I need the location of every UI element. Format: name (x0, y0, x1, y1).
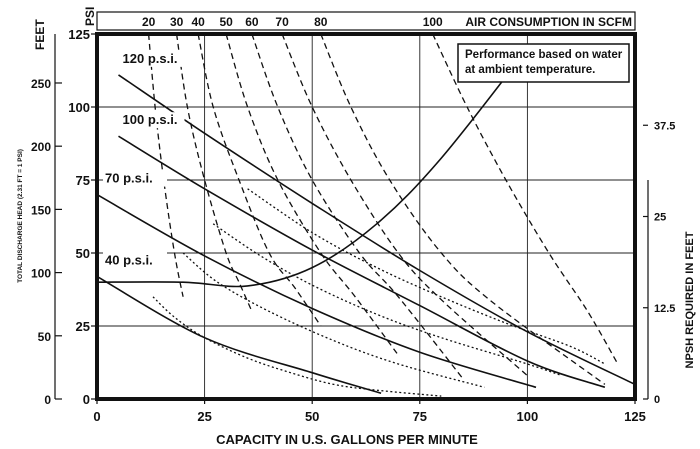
x-tick-label-75: 75 (413, 409, 427, 424)
pressure-label-120-psi: 120 p.s.i. (123, 51, 178, 66)
air-curve-60-scfm (251, 33, 464, 380)
air-curve-70-scfm (281, 33, 528, 377)
air-curve-30-scfm (175, 33, 253, 312)
pressure-label-bg-1 (120, 112, 185, 129)
note-line-2: at ambient temperature. (465, 64, 595, 76)
pressure-label-70-psi: 70 p.s.i. (105, 171, 153, 186)
pressure-curve-70-psi (96, 193, 537, 389)
npsh-curve-line (96, 48, 529, 288)
x-tick-label-50: 50 (305, 409, 319, 424)
air-curve-50-scfm (225, 33, 399, 356)
pressure-curve-100-psi (118, 135, 606, 389)
psi-tick-label-25: 25 (76, 319, 90, 334)
right-tick-label-25: 25 (654, 212, 666, 224)
top-tick-label-40: 40 (191, 15, 205, 29)
top-tick-label-30: 30 (170, 15, 184, 29)
air-curve-dotted-11 (247, 188, 606, 365)
note-text: Performance based on water at ambient te… (465, 49, 625, 76)
left-psi-axis-ticks: 0 25 50 75 100 125 (68, 27, 97, 407)
note-line-1: Performance based on water (465, 49, 623, 61)
grid (97, 34, 635, 399)
air-curve-40-scfm (197, 33, 322, 327)
pressure-curves: 120 p.s.i. 100 p.s.i. 70 p.s.i. 40 p.s.i. (96, 50, 636, 394)
top-tick-label-20: 20 (142, 15, 156, 29)
right-axis-ticks: 0 12.5 25 37.5 (643, 120, 675, 406)
air-curve-dotted-9 (182, 252, 485, 388)
top-tick-label-80: 80 (314, 15, 328, 29)
top-tick-label-60: 60 (245, 15, 259, 29)
pressure-label-40-psi: 40 p.s.i. (105, 252, 153, 267)
x-tick-label-125: 125 (624, 409, 646, 424)
left-psi-axis-label: PSI (83, 7, 97, 26)
left-axis-sublabel: TOTAL DISCHARGE HEAD (2.31 FT = 1 PSI) (17, 149, 24, 283)
pressure-label-100-psi: 100 p.s.i. (123, 112, 178, 127)
x-axis-ticks: 0 25 50 75 100 125 (93, 399, 646, 424)
plot-frame (95, 32, 637, 401)
pressure-label-bg-3 (103, 252, 167, 269)
x-tick-label-0: 0 (93, 409, 100, 424)
top-tick-label-100: 100 (423, 15, 443, 29)
feet-tick-label-100: 100 (31, 267, 51, 281)
top-axis-band (96, 11, 636, 31)
feet-tick-label-150: 150 (31, 203, 51, 217)
feet-tick-label-250: 250 (31, 77, 51, 91)
pressure-label-bg-0 (120, 50, 185, 67)
feet-tick-label-200: 200 (31, 140, 51, 154)
psi-tick-label-125: 125 (68, 27, 90, 42)
right-axis-label: NPSH REQUIRED IN FEET (684, 231, 696, 368)
right-tick-label-37-5: 37.5 (654, 120, 675, 132)
feet-tick-label-50: 50 (38, 330, 52, 344)
air-curve-100-scfm (432, 33, 619, 365)
x-tick-label-100: 100 (517, 409, 539, 424)
top-tick-label-70: 70 (275, 15, 289, 29)
psi-tick-label-75: 75 (76, 173, 90, 188)
right-tick-label-12-5: 12.5 (654, 303, 675, 315)
left-feet-axis-label: FEET (33, 19, 47, 50)
air-consumption-curves (147, 33, 619, 397)
psi-tick-label-0: 0 (83, 392, 90, 407)
left-feet-axis-ticks: 0 50 100 150 200 250 (31, 77, 62, 407)
plot-area (97, 34, 635, 399)
pressure-label-bg-2 (103, 170, 167, 187)
psi-tick-label-100: 100 (68, 100, 90, 115)
pressure-curve-120-psi (118, 74, 636, 386)
note-box (457, 43, 630, 83)
air-curve-20-scfm (147, 33, 184, 297)
air-curve-dotted-8 (152, 296, 442, 397)
psi-tick-label-50: 50 (76, 246, 90, 261)
top-tick-label-50: 50 (219, 15, 233, 29)
pressure-curve-40-psi (96, 275, 382, 394)
feet-tick-label-0: 0 (44, 393, 51, 407)
x-axis-label: CAPACITY IN U.S. GALLONS PER MINUTE (216, 432, 478, 447)
top-axis-ticks: 20 30 40 50 60 70 80 100 (142, 15, 443, 29)
x-tick-label-25: 25 (197, 409, 211, 424)
top-axis-label: AIR CONSUMPTION IN SCFM (465, 15, 632, 29)
right-tick-label-0: 0 (654, 394, 660, 406)
